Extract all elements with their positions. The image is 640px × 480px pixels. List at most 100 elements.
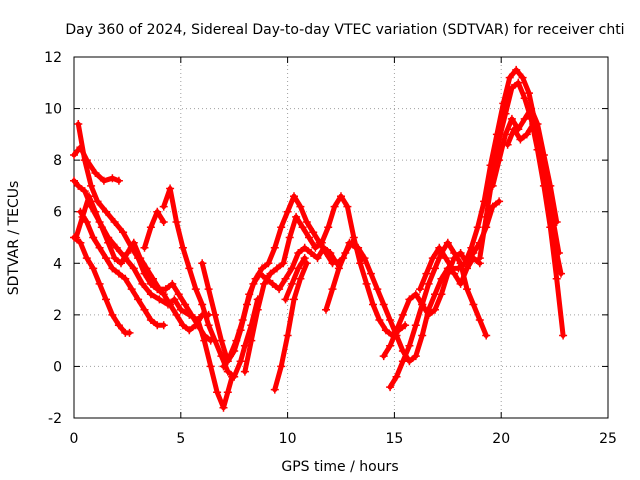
data-point-marker <box>283 331 292 340</box>
data-point-marker <box>275 285 284 294</box>
data-point-marker <box>356 259 365 268</box>
x-tick-label: 20 <box>492 431 510 447</box>
data-point-marker <box>520 94 529 103</box>
data-point-marker <box>193 321 202 330</box>
data-point-marker <box>270 243 279 252</box>
data-point-marker <box>76 238 85 247</box>
data-point-marker <box>296 202 305 211</box>
data-point-marker <box>343 202 352 211</box>
data-point-marker <box>525 89 533 98</box>
data-point-marker <box>80 156 89 165</box>
y-tick-label: -2 <box>48 411 62 427</box>
data-point-marker <box>473 223 482 232</box>
data-point-marker <box>381 326 390 335</box>
data-point-marker <box>172 310 181 319</box>
data-point-marker <box>146 290 155 299</box>
data-point-marker <box>270 385 279 394</box>
data-point-marker <box>117 259 125 268</box>
data-point-marker <box>110 218 119 226</box>
data-point-marker <box>87 181 96 190</box>
data-point-marker <box>298 223 307 232</box>
data-point-marker <box>548 212 557 221</box>
data-point-marker <box>405 341 414 350</box>
series-trail <box>283 255 308 302</box>
data-point-marker <box>219 403 228 412</box>
y-tick-label: 12 <box>44 50 62 66</box>
data-point-marker <box>283 207 292 216</box>
data-point-marker <box>302 218 311 226</box>
data-point-marker <box>527 104 536 113</box>
data-point-marker <box>411 290 420 299</box>
data-series-arc-8 <box>159 184 262 381</box>
data-point-marker <box>328 285 337 294</box>
data-point-marker <box>475 316 484 324</box>
data-point-marker <box>161 285 170 294</box>
data-point-marker <box>217 336 226 345</box>
data-point-marker <box>441 254 450 263</box>
data-point-marker <box>159 321 168 330</box>
data-point-marker <box>191 285 200 294</box>
data-point-marker <box>82 218 91 226</box>
data-point-marker <box>140 305 149 314</box>
data-point-marker <box>460 259 469 268</box>
data-point-marker <box>277 223 286 232</box>
data-point-marker <box>411 352 420 361</box>
data-point-marker <box>503 140 512 149</box>
data-point-marker <box>330 202 339 211</box>
data-point-marker <box>482 212 491 221</box>
data-point-marker <box>281 295 290 304</box>
data-series-arc-10 <box>219 192 337 371</box>
data-point-marker <box>501 109 510 118</box>
data-point-marker <box>232 336 241 345</box>
data-point-marker <box>495 156 504 165</box>
data-point-marker <box>443 238 452 247</box>
data-point-marker <box>322 305 330 314</box>
data-series-arc-12 <box>270 259 311 394</box>
data-point-marker <box>223 367 232 376</box>
series-trail <box>221 193 335 369</box>
data-series-arc-7 <box>140 207 168 252</box>
data-point-marker <box>247 336 256 345</box>
data-point-marker <box>89 264 98 273</box>
data-series-arc-1 <box>70 143 123 185</box>
data-point-marker <box>516 135 525 144</box>
data-point-marker <box>411 321 420 330</box>
x-tick-labels: 0 5 10 15 20 25 <box>70 431 617 447</box>
data-point-marker <box>129 264 138 273</box>
data-point-marker <box>518 73 527 82</box>
data-point-marker <box>95 279 104 288</box>
x-tick-label: 5 <box>176 431 185 447</box>
data-point-marker <box>507 83 516 92</box>
data-point-marker <box>495 197 504 206</box>
data-point-marker <box>72 233 81 242</box>
data-series-arc-20 <box>503 120 563 257</box>
data-point-marker <box>104 238 113 247</box>
data-point-marker <box>334 264 343 273</box>
data-point-marker <box>443 269 452 278</box>
data-point-marker <box>514 78 523 87</box>
data-point-marker <box>431 305 439 314</box>
data-point-marker <box>324 223 333 232</box>
data-point-marker <box>114 176 123 185</box>
series-trail <box>142 209 167 251</box>
data-point-marker <box>337 192 345 201</box>
data-point-marker <box>313 254 322 263</box>
data-point-marker <box>119 228 128 237</box>
data-point-marker <box>253 305 262 314</box>
data-series-arc-4 <box>74 120 213 335</box>
data-point-marker <box>469 300 478 309</box>
data-point-marker <box>300 254 309 263</box>
data-point-marker <box>187 310 196 319</box>
data-point-marker <box>507 114 516 123</box>
data-point-marker <box>450 249 459 257</box>
data-point-marker <box>176 305 185 314</box>
data-point-marker <box>260 279 269 288</box>
data-point-marker <box>428 254 437 263</box>
data-point-marker <box>386 383 395 392</box>
data-point-marker <box>529 120 538 128</box>
data-point-marker <box>114 321 123 330</box>
data-point-marker <box>108 264 117 273</box>
data-point-marker <box>281 274 290 283</box>
chart-title: Day 360 of 2024, Sidereal Day-to-day VTE… <box>65 22 624 38</box>
